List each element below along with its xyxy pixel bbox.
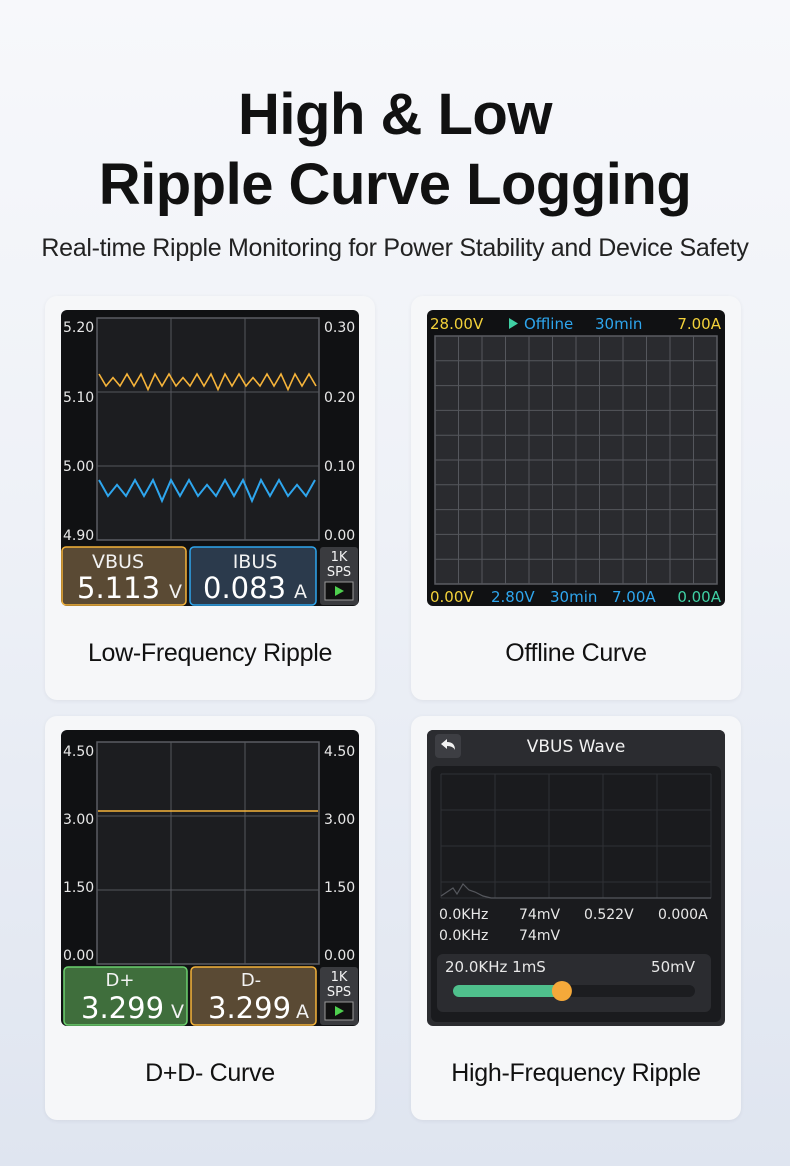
ibus-curve [98, 477, 316, 504]
offline-play-icon [509, 318, 518, 329]
ripple-spectrum [440, 883, 711, 899]
left-tick-3: 4.90 [63, 528, 94, 544]
right-tick-3: 0.00 [324, 948, 355, 964]
page-title-line1: High & Low [238, 82, 552, 147]
back-arrow-icon [441, 739, 455, 750]
ibus-value: 0.083 [203, 571, 286, 605]
page-title-line2: Ripple Curve Logging [98, 152, 692, 217]
left-tick-0: 4.50 [63, 744, 94, 760]
left-tick-0: 5.20 [63, 320, 94, 336]
vbus-value: 5.113 [77, 571, 160, 605]
low-ripple-graph: 5.20 5.10 5.00 4.90 0.30 0.20 0.10 0.00 … [61, 317, 358, 606]
freq-1: 0.0KHz [439, 907, 488, 923]
slider-range: 50mV [651, 958, 696, 976]
left-tick-2: 1.50 [63, 880, 94, 896]
card-high-frequency-ripple: VBUS Wave 0.0KHz 74mV 0.522V 0.000A 0.0K… [411, 716, 741, 1120]
card-caption: Offline Curve [505, 639, 647, 667]
card-caption: Low-Frequency Ripple [87, 639, 333, 667]
vbus-curve [98, 372, 317, 392]
vbus-unit: V [169, 581, 182, 603]
dplus-unit: V [171, 1001, 184, 1023]
dpdm-screen: 4.50 3.00 1.50 0.00 4.50 3.00 1.50 0.00 … [61, 730, 359, 1026]
sample-rate-value: 1K [331, 550, 348, 565]
card-caption: D+D- Curve [145, 1059, 275, 1087]
current-reading: 0.000A [658, 907, 708, 923]
wave-title: VBUS Wave [527, 737, 626, 757]
left-tick-1: 5.10 [63, 390, 94, 406]
ibus-unit: A [294, 581, 307, 603]
slider-fill [453, 985, 562, 997]
right-tick-1: 3.00 [324, 812, 355, 828]
right-tick-1: 0.20 [324, 390, 355, 406]
dplus-value: 3.299 [81, 991, 164, 1025]
low-ripple-screen: 5.20 5.10 5.00 4.90 0.30 0.20 0.10 0.00 … [61, 310, 359, 606]
offline-min-voltage: 0.00V [430, 588, 474, 606]
card-dpdm-curve: 4.50 3.00 1.50 0.00 4.50 3.00 1.50 0.00 … [45, 716, 375, 1120]
offline-voltage-scale: 2.80V [491, 588, 535, 606]
ripple-1: 74mV [519, 907, 560, 923]
voltage-reading: 0.522V [584, 907, 634, 923]
dplus-label: D+ [106, 970, 135, 991]
ibus-label: IBUS [233, 551, 278, 573]
right-tick-2: 0.10 [324, 459, 355, 475]
dpdm-graph: 4.50 3.00 1.50 0.00 4.50 3.00 1.50 0.00 … [63, 741, 358, 1026]
play-icon [335, 586, 344, 596]
high-ripple-screen: VBUS Wave 0.0KHz 74mV 0.522V 0.000A 0.0K… [427, 730, 725, 1026]
offline-graph: 28.00V Offline 30min 7.00A 0.00V 2.80V 3… [430, 315, 722, 606]
right-tick-2: 1.50 [324, 880, 355, 896]
card-low-frequency-ripple: 5.20 5.10 5.00 4.90 0.30 0.20 0.10 0.00 … [45, 296, 375, 700]
card-caption: High-Frequency Ripple [451, 1059, 701, 1087]
offline-max-current: 7.00A [677, 315, 721, 333]
dminus-value: 3.299 [208, 991, 291, 1025]
high-ripple-graph: VBUS Wave 0.0KHz 74mV 0.522V 0.000A 0.0K… [427, 730, 725, 1022]
right-tick-3: 0.00 [324, 528, 355, 544]
left-tick-3: 0.00 [63, 948, 94, 964]
sample-rate-unit: SPS [327, 985, 351, 1000]
offline-time-scale: 30min [550, 588, 597, 606]
slider-handle[interactable] [551, 981, 572, 1001]
vbus-label: VBUS [92, 551, 144, 573]
card-offline-curve: 28.00V Offline 30min 7.00A 0.00V 2.80V 3… [411, 296, 741, 700]
dminus-label: D- [241, 970, 261, 991]
offline-min-current: 0.00A [677, 588, 721, 606]
slider-settings: 20.0KHz 1mS [445, 958, 546, 976]
offline-mode: Offline [524, 315, 573, 333]
ripple-2: 74mV [519, 928, 560, 944]
offline-duration: 30min [595, 315, 642, 333]
left-tick-2: 5.00 [63, 459, 94, 475]
sample-rate-unit: SPS [327, 565, 351, 580]
dminus-unit: A [296, 1001, 309, 1023]
freq-2: 0.0KHz [439, 928, 488, 944]
offline-current-scale: 7.00A [612, 588, 656, 606]
left-tick-1: 3.00 [63, 812, 94, 828]
right-tick-0: 4.50 [324, 744, 355, 760]
sample-rate-value: 1K [331, 970, 348, 985]
right-tick-0: 0.30 [324, 320, 355, 336]
page-subtitle: Real-time Ripple Monitoring for Power St… [41, 234, 749, 262]
offline-max-voltage: 28.00V [430, 315, 484, 333]
offline-screen: 28.00V Offline 30min 7.00A 0.00V 2.80V 3… [427, 310, 725, 606]
play-icon [335, 1006, 344, 1016]
